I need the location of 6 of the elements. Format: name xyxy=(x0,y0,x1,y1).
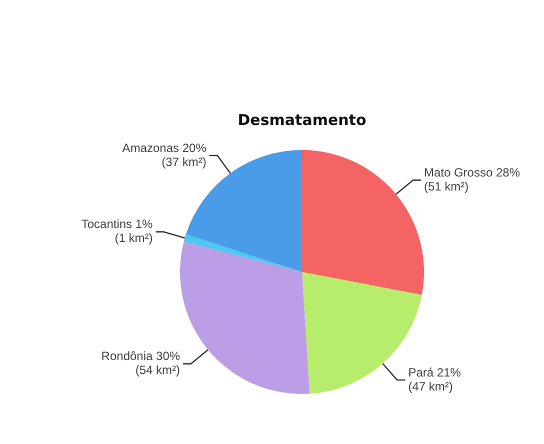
slice-label: Amazonas 20% (37 km²) xyxy=(122,140,207,169)
slice-label: Mato Grosso 28% (51 km²) xyxy=(424,166,520,194)
slice-label: Tocantins 1% (1 km²) xyxy=(81,217,154,246)
chart-title: Desmatamento xyxy=(238,110,366,129)
slice-label: Rondônia 30% (54 km²) xyxy=(101,349,180,378)
slice-label: Pará 21% (47 km²) xyxy=(408,365,462,394)
